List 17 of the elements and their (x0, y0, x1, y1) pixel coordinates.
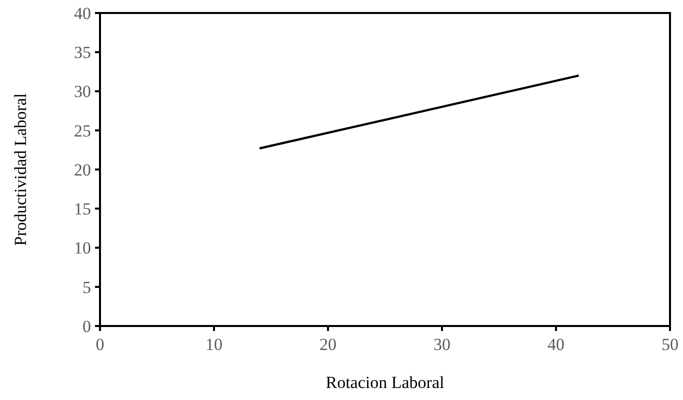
x-tick-label: 30 (434, 335, 450, 354)
y-tick-label: 30 (74, 82, 91, 102)
y-tick-label: 5 (82, 278, 91, 297)
x-tick-label: 50 (662, 335, 678, 354)
y-tick-label: 10 (74, 238, 91, 258)
y-tick-label: 15 (74, 200, 91, 219)
x-tick-label: 10 (206, 335, 222, 354)
x-tick-label: 0 (96, 335, 104, 354)
y-tick-label: 0 (82, 316, 91, 336)
x-tick-label: 40 (548, 335, 564, 354)
x-axis-title: Rotacion Laboral (326, 373, 445, 392)
y-tick-label: 25 (74, 121, 91, 140)
y-tick-label: 20 (74, 160, 91, 180)
x-tick-label: 20 (320, 335, 336, 354)
y-axis-title: Productividad Laboral (11, 92, 30, 246)
y-tick-label: 35 (74, 43, 91, 62)
y-tick-label: 40 (74, 4, 91, 23)
